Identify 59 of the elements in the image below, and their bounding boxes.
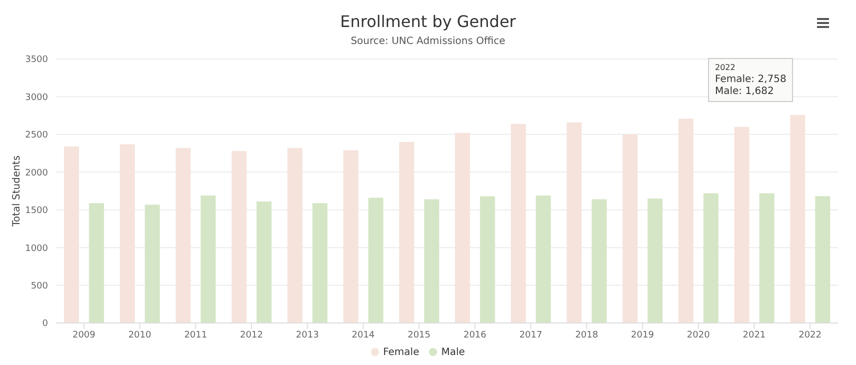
bar [480,196,495,323]
x-tick-label: 2021 [742,330,766,340]
annotation: Female: 2,758 [715,74,786,86]
x-tick-label: 2020 [686,330,710,340]
bar [510,124,526,323]
bar [64,146,79,323]
x-tick-label: 2019 [631,330,654,340]
bar [256,202,272,323]
bar [343,150,358,323]
x-tick-label: 2011 [184,330,208,340]
bar [678,118,694,323]
annotation: Male: 1,682 [715,86,775,98]
chart-title: Enrollment by Gender [339,12,517,31]
x-tick-label: 2018 [575,330,598,340]
x-tick-label: 2015 [408,330,431,340]
y-axis-title: Total Students [12,155,23,228]
bar [734,126,750,323]
bar [120,144,135,323]
legend-label: Female [383,347,420,358]
bar [287,148,302,323]
legend-label: Male [441,347,465,358]
bar [592,199,607,323]
bar [176,148,191,323]
x-tick-label: 2016 [463,330,487,340]
x-tick-label: 2009 [72,330,96,340]
tooltip-box: 2022 Female: 2,758 Male: 1,682 [708,58,794,102]
bar [815,196,830,323]
bar [759,193,774,323]
y-tick-label: 0 [42,319,48,330]
bar [312,203,328,323]
bar [399,142,414,323]
y-tick-label: 2500 [25,130,48,141]
x-tick-label: 2014 [352,330,375,340]
y-tick-label: 2000 [25,168,48,178]
x-tick-label: 2012 [240,330,263,340]
bar [368,198,384,323]
bar [89,203,104,323]
y-tick-label: 1500 [25,206,48,216]
y-tick-label: 3000 [25,92,48,103]
bar [622,134,638,323]
y-tick-label: 500 [30,281,48,292]
bar [200,196,216,323]
bar [703,193,718,323]
x-tick-label: 2013 [296,330,319,340]
bar [648,198,663,323]
x-tick-label: 2010 [128,330,152,340]
bar [455,132,470,323]
bar [232,151,247,323]
bar [790,114,806,323]
y-tick-label: 1000 [25,244,48,254]
x-tick-label: 2022 [798,330,822,340]
y-tick-label: 3500 [25,55,48,66]
x-tick-label: 2017 [519,330,542,340]
bar [144,204,160,323]
bar [424,199,440,323]
bar [536,196,551,323]
annotation: 2022 [715,62,736,74]
bar [566,122,582,323]
chart-subtitle: Source: UNC Admissions Office [350,36,506,47]
